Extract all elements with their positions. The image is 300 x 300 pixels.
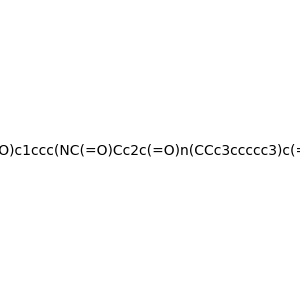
Text: CCOC(=O)c1ccc(NC(=O)Cc2c(=O)n(CCc3ccccc3)c(=S)n2CC: CCOC(=O)c1ccc(NC(=O)Cc2c(=O)n(CCc3ccccc3… — [0, 143, 300, 157]
